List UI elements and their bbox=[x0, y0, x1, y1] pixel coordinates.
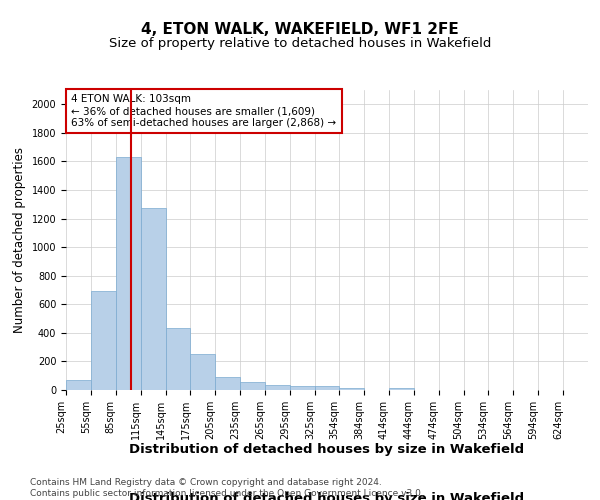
Bar bbox=[215, 378, 240, 390]
Bar bbox=[140, 208, 166, 390]
Text: Size of property relative to detached houses in Wakefield: Size of property relative to detached ho… bbox=[109, 38, 491, 51]
Bar bbox=[66, 380, 91, 390]
Bar bbox=[116, 157, 140, 390]
Text: 4 ETON WALK: 103sqm
← 36% of detached houses are smaller (1,609)
63% of semi-det: 4 ETON WALK: 103sqm ← 36% of detached ho… bbox=[71, 94, 337, 128]
X-axis label: Distribution of detached houses by size in Wakefield: Distribution of detached houses by size … bbox=[130, 492, 524, 500]
Text: Distribution of detached houses by size in Wakefield: Distribution of detached houses by size … bbox=[130, 442, 524, 456]
Text: 4, ETON WALK, WAKEFIELD, WF1 2FE: 4, ETON WALK, WAKEFIELD, WF1 2FE bbox=[141, 22, 459, 38]
Bar bbox=[339, 388, 364, 390]
Bar bbox=[166, 328, 190, 390]
Bar bbox=[240, 382, 265, 390]
Bar bbox=[389, 388, 414, 390]
Bar bbox=[91, 290, 116, 390]
Bar bbox=[290, 386, 315, 390]
Bar bbox=[190, 354, 215, 390]
Bar bbox=[315, 386, 339, 390]
Y-axis label: Number of detached properties: Number of detached properties bbox=[13, 147, 26, 333]
Bar bbox=[265, 384, 290, 390]
Text: Contains HM Land Registry data © Crown copyright and database right 2024.
Contai: Contains HM Land Registry data © Crown c… bbox=[30, 478, 424, 498]
